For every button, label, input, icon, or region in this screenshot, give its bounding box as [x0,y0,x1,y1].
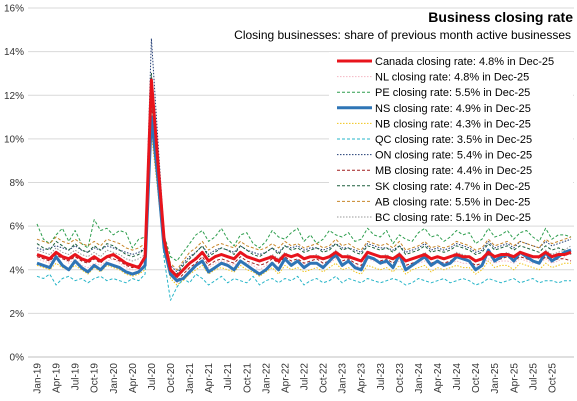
x-tick-label: Jul-25 [528,363,539,391]
y-tick-label: 0% [10,353,25,364]
legend-label-qc: QC closing rate: 3.5% in Dec-25 [375,134,532,146]
legend-label-canada: Canada closing rate: 4.8% in Dec-25 [375,56,554,68]
x-tick-label: Oct-19 [90,363,101,393]
series-line-qc [36,94,571,301]
chart-subtitle: Closing businesses: share of previous mo… [234,28,571,42]
series-line-sk [36,72,572,275]
x-tick-label: Apr-25 [509,363,520,393]
series-line-on [36,38,572,273]
y-tick-label: 2% [10,309,25,320]
x-tick-label: Oct-21 [242,363,253,393]
x-tick-label: Apr-24 [433,363,444,393]
x-tick-label: Oct-20 [166,363,177,393]
x-tick-label: Jan-22 [261,363,272,394]
axes: 0% 2% 4% 6% 8% 10% 12% 14% 16% Jan-19 Apr-19 Jul-19… [4,4,574,394]
legend-label-nb: NB closing rate: 4.3% in Dec-25 [375,118,531,130]
legend-label-mb: MB closing rate: 4.4% in Dec-25 [375,165,532,177]
series-line-ab [36,90,572,271]
x-tick-label: Apr-21 [204,363,215,393]
y-tick-label: 8% [10,178,25,189]
x-tick-label: Oct-23 [395,363,406,393]
x-tick-label: Apr-23 [357,363,368,393]
series-line-bc [36,112,572,279]
x-tick-label: Jan-20 [109,363,120,394]
x-tick-label: Jan-21 [185,363,196,394]
x-tick-label: Jul-23 [376,363,387,391]
series-line-ns [36,115,572,283]
legend-label-ns: NS closing rate: 4.9% in Dec-25 [375,103,531,115]
y-tick-label: 12% [4,91,24,102]
chart-title: Business closing rate [428,9,573,25]
x-tick-label: Jan-23 [338,363,349,394]
x-tick-label: Jul-22 [300,363,311,391]
x-tick-label: Jan-19 [33,363,44,394]
x-tick-label: Jan-25 [490,363,501,394]
x-tick-label: Jul-24 [452,363,463,391]
x-tick-label: Jul-21 [223,363,234,391]
legend-label-on: ON closing rate: 5.4% in Dec-25 [375,150,532,162]
x-tick-label: Jul-20 [147,363,158,391]
x-tick-label: Oct-25 [547,363,558,393]
legend: Canada closing rate: 4.8% in Dec-25 NL cl… [329,52,573,225]
y-tick-label: 14% [4,47,24,58]
legend-label-bc: BC closing rate: 5.1% in Dec-25 [375,212,531,224]
x-tick-label: Oct-22 [319,363,330,393]
y-tick-label: 4% [10,265,25,276]
x-tick-label: Oct-24 [471,363,482,393]
x-tick-label: Apr-22 [280,363,291,393]
y-tick-label: 6% [10,222,25,233]
series-line-pe [36,99,572,262]
legend-label-pe: PE closing rate: 5.5% in Dec-25 [375,87,530,99]
y-tick-label: 16% [4,4,24,15]
x-tick-label: Apr-19 [52,363,63,393]
x-tick-label: Jul-19 [71,363,82,391]
y-tick-label: 10% [4,134,24,145]
series-lines [36,38,572,301]
legend-label-sk: SK closing rate: 4.7% in Dec-25 [375,181,530,193]
legend-label-nl: NL closing rate: 4.8% in Dec-25 [375,72,529,84]
series-line-canada [36,78,572,278]
legend-label-ab: AB closing rate: 5.5% in Dec-25 [375,196,530,208]
x-tick-label: Apr-20 [128,363,139,393]
x-tick-label: Jan-24 [414,363,425,394]
